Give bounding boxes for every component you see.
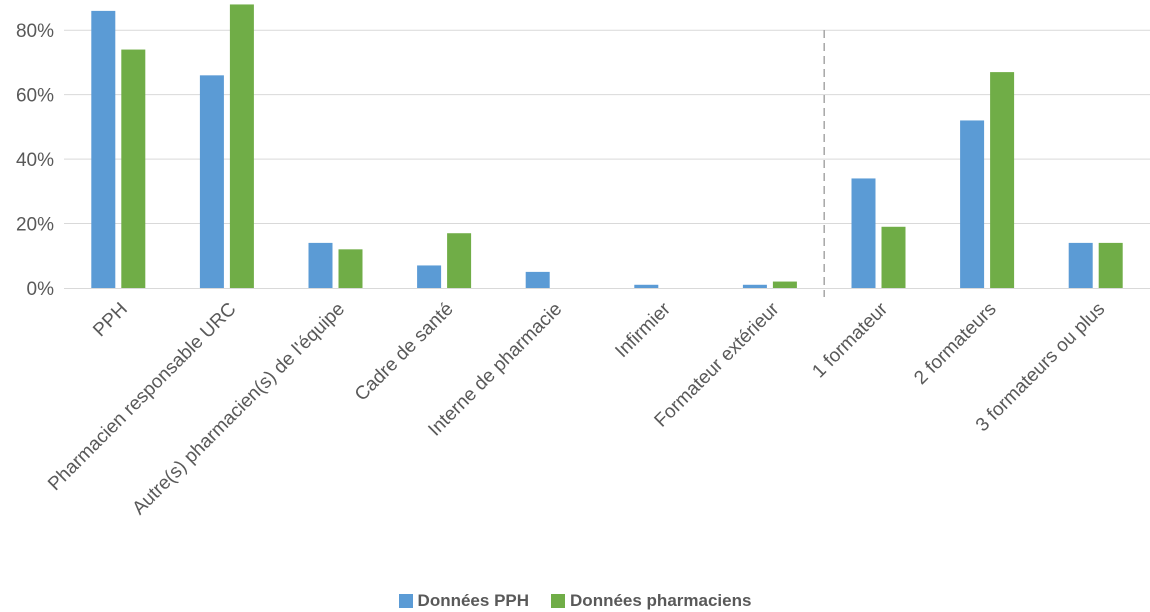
legend-item-pharmaciens: Données pharmaciens [551, 591, 751, 611]
y-tick-label: 20% [16, 215, 54, 236]
bar [742, 284, 767, 288]
bar [447, 233, 472, 288]
bar [525, 271, 550, 288]
bar [851, 178, 876, 288]
bar [417, 265, 442, 288]
bar [308, 242, 333, 288]
category-label: 1 formateur [808, 298, 892, 382]
bar [990, 72, 1015, 288]
category-label: PPH [89, 299, 131, 341]
bar [121, 49, 146, 288]
category-label: Infirmier [611, 298, 675, 362]
gridlines [64, 29, 1150, 225]
y-tick-label: 40% [16, 150, 54, 171]
bar [960, 120, 985, 288]
legend-swatch-pharmaciens [551, 594, 566, 608]
x-axis [64, 30, 1150, 297]
legend-label-pph: Données PPH [417, 591, 530, 610]
legend-item-pph: Données PPH [398, 591, 530, 611]
legend-label-pharmaciens: Données pharmaciens [570, 591, 752, 610]
bar [772, 281, 797, 288]
category-label: Autre(s) pharmacien(s) de l'équipe [129, 299, 350, 520]
bar [1098, 242, 1123, 288]
bar [338, 249, 363, 288]
y-tick-label: 80% [16, 21, 54, 42]
bar [229, 4, 254, 288]
bar [199, 75, 224, 288]
bar [881, 226, 906, 288]
category-label: Cadre de santé [351, 299, 458, 406]
legend: Données PPH Données pharmaciens [0, 591, 1150, 611]
legend-swatch-pph [398, 594, 413, 608]
y-tick-label: 60% [16, 86, 54, 107]
y-axis-ticks: 0% 20% 40% 60% 80% [16, 21, 54, 300]
category-label: Pharmacien responsable URC [44, 299, 240, 495]
bar [634, 284, 659, 288]
y-tick-label: 0% [27, 279, 55, 300]
bar [91, 10, 116, 289]
bars [91, 4, 1123, 289]
bar [1068, 242, 1093, 288]
category-label: 2 formateurs [910, 299, 1000, 389]
category-label: Formateur extérieur [651, 298, 784, 431]
